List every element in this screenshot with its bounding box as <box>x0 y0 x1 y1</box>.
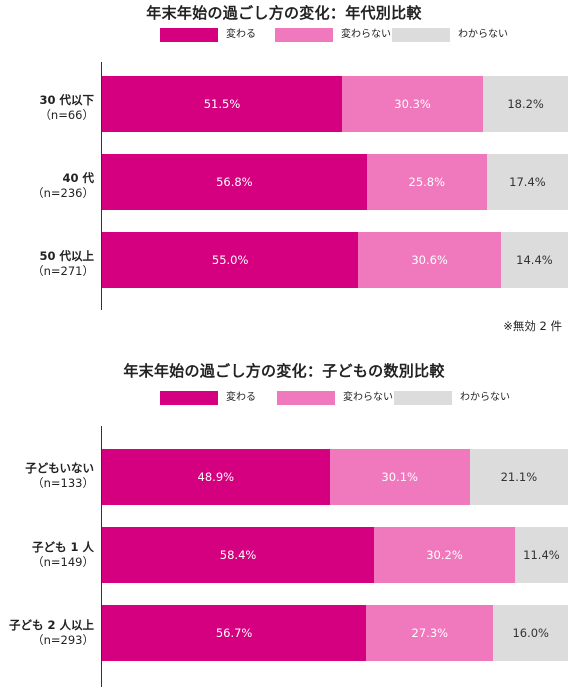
legend-swatch-unknown <box>392 28 450 42</box>
legend-swatch-nochange <box>275 28 333 42</box>
legend-label-unknown: わからない <box>458 29 508 40</box>
bar-segment-change <box>102 449 330 505</box>
category-label: 子ども 1 人 （n=149） <box>32 540 94 570</box>
invalid-count-note: ※無効 2 件 <box>503 319 562 333</box>
legend-label-change: 変わる <box>226 29 256 40</box>
value-label-unknown: 17.4% <box>509 175 546 189</box>
bar-segment-nochange <box>366 154 487 210</box>
legend-item-nochange: 変わらない <box>275 28 391 42</box>
bar-segment-unknown <box>500 232 568 288</box>
bar-segment-nochange <box>358 232 501 288</box>
bar-segment-nochange <box>341 76 484 132</box>
legend-swatch-unknown <box>394 391 452 405</box>
chart-title: 年末年始の過ごし方の変化：年代別比較 <box>146 4 422 22</box>
bar-segment-unknown <box>493 605 568 661</box>
category-label: 40 代 （n=236） <box>32 171 94 201</box>
legend-label-change: 変わる <box>226 392 256 403</box>
chart-age: 年末年始の過ごし方の変化：年代別比較 変わる 変わらない わからない 30 代以… <box>0 0 568 330</box>
category-n: （n=133） <box>32 476 94 490</box>
value-label-nochange: 30.2% <box>426 548 463 562</box>
value-label-change: 56.7% <box>215 626 253 640</box>
chart-title: 年末年始の過ごし方の変化：子どもの数別比較 <box>123 362 445 380</box>
category-label: 子どもいない （n=133） <box>25 461 94 491</box>
bar-segment-nochange <box>366 605 494 661</box>
value-label-unknown: 18.2% <box>507 97 544 111</box>
bar-segment-change <box>102 527 375 583</box>
value-label-nochange: 30.1% <box>381 470 418 484</box>
category-n: （n=149） <box>32 555 94 569</box>
value-label-change: 58.4% <box>219 548 257 562</box>
value-label-nochange: 30.3% <box>394 97 431 111</box>
category-name: 子どもいない <box>25 461 94 475</box>
category-label: 子ども 2 人以上 （n=293） <box>9 618 94 648</box>
legend-item-nochange: 変わらない <box>277 391 393 405</box>
category-name: 40 代 <box>62 171 94 185</box>
value-label-nochange: 25.8% <box>408 175 446 189</box>
legend-label-nochange: 変わらない <box>341 29 391 40</box>
legend-item-unknown: わからない <box>394 391 510 405</box>
bar-segment-change <box>102 605 367 661</box>
value-label-change: 56.8% <box>216 175 253 189</box>
category-name: 子ども 2 人以上 <box>8 618 94 632</box>
category-n: （n=271） <box>32 264 94 278</box>
bar-segment-nochange <box>374 527 515 583</box>
legend-swatch-change <box>160 391 218 405</box>
value-label-unknown: 14.4% <box>516 253 553 267</box>
legend-label-unknown: わからない <box>460 392 510 403</box>
value-label-change: 48.9% <box>197 470 235 484</box>
legend-item-unknown: わからない <box>392 28 508 42</box>
value-label-change: 55.0% <box>211 253 249 267</box>
legend-item-change: 変わる <box>160 391 270 405</box>
category-name: 30 代以下 <box>39 93 94 107</box>
legend-item-change: 変わる <box>160 28 270 42</box>
bar-segment-change <box>102 232 359 288</box>
bar-segment-change <box>102 154 367 210</box>
value-label-nochange: 27.3% <box>411 626 449 640</box>
category-label: 30 代以下 （n=66） <box>39 93 94 123</box>
category-n: （n=236） <box>32 186 94 200</box>
category-n: （n=293） <box>32 633 94 647</box>
value-label-nochange: 30.6% <box>411 253 448 267</box>
legend-label-nochange: 変わらない <box>343 392 393 403</box>
category-name: 50 代以上 <box>39 249 94 263</box>
value-label-unknown: 21.1% <box>500 470 538 484</box>
bar-segment-unknown <box>514 527 568 583</box>
category-label: 50 代以上 （n=271） <box>32 249 94 279</box>
legend-swatch-change <box>160 28 218 42</box>
value-label-unknown: 11.4% <box>523 548 560 562</box>
bar-segment-unknown <box>486 154 568 210</box>
category-axis-line <box>101 426 102 687</box>
chart-children: 年末年始の過ごし方の変化：子どもの数別比較 変わる 変わらない わからない 子ど… <box>0 350 568 687</box>
category-name: 子ども 1 人 <box>31 540 94 554</box>
category-axis-line <box>101 62 102 310</box>
value-label-unknown: 16.0% <box>512 626 549 640</box>
bar-segment-unknown <box>469 449 568 505</box>
bar-segment-nochange <box>329 449 470 505</box>
bar-segment-unknown <box>483 76 568 132</box>
bar-segment-change <box>102 76 342 132</box>
category-n: （n=66） <box>39 108 94 122</box>
value-label-change: 51.5% <box>203 97 241 111</box>
legend-swatch-nochange <box>277 391 335 405</box>
